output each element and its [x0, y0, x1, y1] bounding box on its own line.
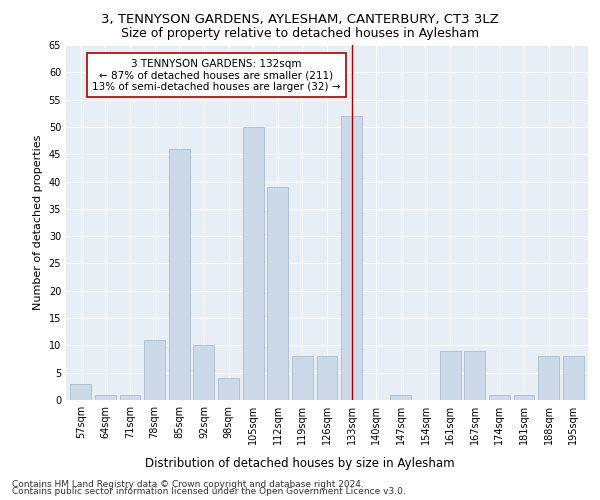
Text: 3 TENNYSON GARDENS: 132sqm
← 87% of detached houses are smaller (211)
13% of sem: 3 TENNYSON GARDENS: 132sqm ← 87% of deta…: [92, 58, 340, 92]
Bar: [169, 149, 190, 400]
Bar: [218, 378, 239, 400]
Bar: [563, 356, 584, 400]
Bar: [119, 394, 140, 400]
Bar: [242, 127, 263, 400]
Bar: [95, 394, 116, 400]
Bar: [489, 394, 510, 400]
Bar: [440, 351, 461, 400]
Bar: [144, 340, 165, 400]
Text: 3, TENNYSON GARDENS, AYLESHAM, CANTERBURY, CT3 3LZ: 3, TENNYSON GARDENS, AYLESHAM, CANTERBUR…: [101, 12, 499, 26]
Text: Size of property relative to detached houses in Aylesham: Size of property relative to detached ho…: [121, 28, 479, 40]
Text: Distribution of detached houses by size in Aylesham: Distribution of detached houses by size …: [145, 458, 455, 470]
Bar: [193, 346, 214, 400]
Bar: [391, 394, 412, 400]
Bar: [292, 356, 313, 400]
Text: Contains HM Land Registry data © Crown copyright and database right 2024.: Contains HM Land Registry data © Crown c…: [12, 480, 364, 489]
Y-axis label: Number of detached properties: Number of detached properties: [33, 135, 43, 310]
Bar: [538, 356, 559, 400]
Bar: [514, 394, 535, 400]
Text: Contains public sector information licensed under the Open Government Licence v3: Contains public sector information licen…: [12, 487, 406, 496]
Bar: [317, 356, 337, 400]
Bar: [341, 116, 362, 400]
Bar: [70, 384, 91, 400]
Bar: [267, 187, 288, 400]
Bar: [464, 351, 485, 400]
